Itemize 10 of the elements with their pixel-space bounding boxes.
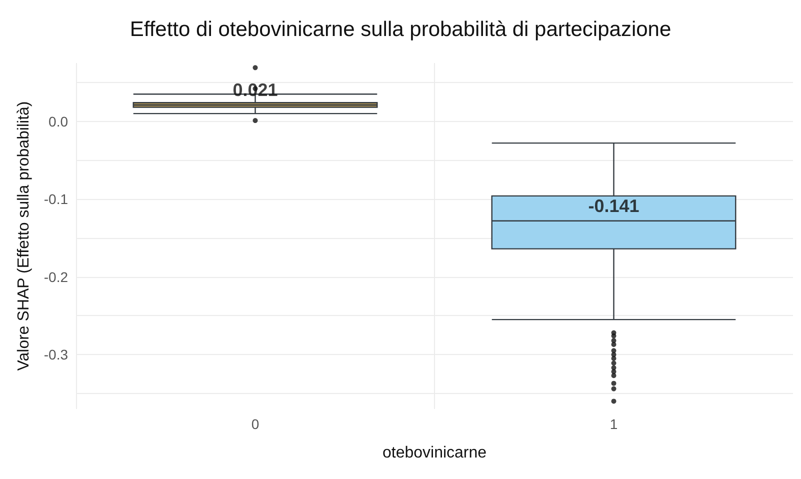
- y-axis-title: Valore SHAP (Effetto sulla probabilità): [16, 101, 32, 371]
- y-tick-label: -0.3: [44, 346, 68, 363]
- y-tick-label: -0.2: [44, 268, 68, 285]
- x-axis-title: otebovinicarne: [382, 444, 487, 462]
- chart-title: Effetto di otebovinicarne sulla probabilità di partecipazione: [130, 18, 672, 41]
- x-tick-label: 0: [251, 416, 260, 432]
- y-tick-label: 0.0: [48, 113, 68, 130]
- annotation: -0.141: [588, 196, 640, 216]
- y-tick-label: -0.1: [44, 191, 68, 208]
- x-tick-label: 1: [610, 416, 618, 432]
